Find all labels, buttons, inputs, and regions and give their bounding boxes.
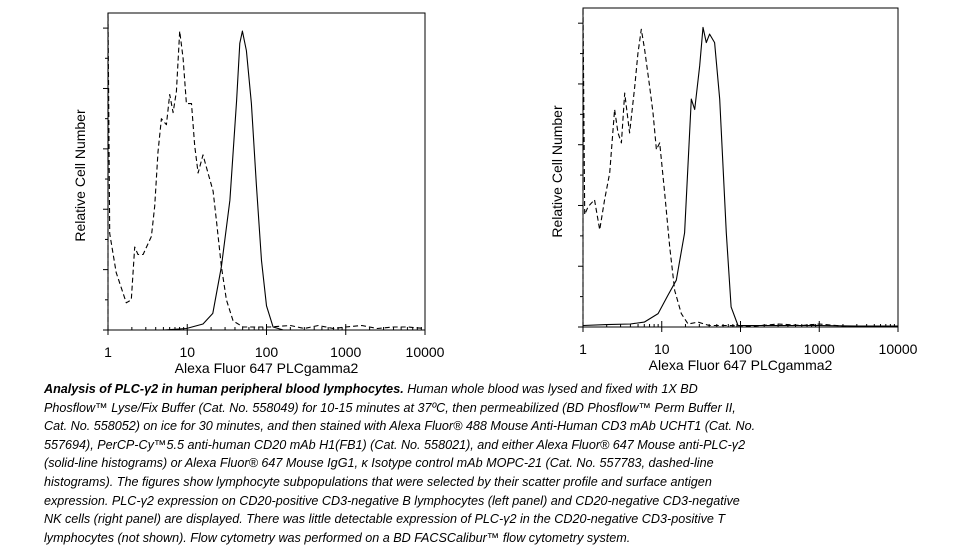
caption-line: 557694), PerCP-Cy™5.5 anti-human CD20 mA… xyxy=(44,437,746,452)
x-axis-label: Alexa Fluor 647 PLCgamma2 xyxy=(649,357,833,373)
y-axis-label: Relative Cell Number xyxy=(72,109,88,242)
isotype-control-histogram xyxy=(582,7,898,327)
figure-caption: Analysis of PLC-γ2 in human peripheral b… xyxy=(44,380,944,547)
caption-text: Human whole blood was lysed and fixed wi… xyxy=(403,382,698,396)
x-tick-label: 1 xyxy=(104,344,112,360)
x-tick-label: 10 xyxy=(654,341,670,357)
x-axis-label: Alexa Fluor 647 PLCgamma2 xyxy=(175,360,359,376)
histogram-panel-right: 1 10 100 1000 10000 Alexa Fluor 647 PLCgamma2… xyxy=(549,7,918,373)
caption-line: Cat. No. 558052) on ice for 30 minutes, … xyxy=(44,419,756,434)
x-tick-label: 1000 xyxy=(804,341,835,357)
x-tick-label: 1 xyxy=(579,341,587,357)
plc-gamma2-histogram xyxy=(108,30,425,331)
plot-frame xyxy=(582,7,899,328)
caption-line: lymphocytes (not shown). Flow cytometry … xyxy=(44,530,631,545)
x-tick-label: 10000 xyxy=(879,341,918,357)
plot-frame xyxy=(107,12,426,331)
isotype-control-histogram xyxy=(107,12,426,330)
x-tick-label: 100 xyxy=(729,341,753,357)
caption-title: Analysis of PLC-γ2 in human peripheral b… xyxy=(44,382,404,396)
caption-line-1: Analysis of PLC-γ2 in human peripheral b… xyxy=(44,380,944,399)
caption-line: (solid-line histograms) or Alexa Fluor® … xyxy=(44,456,714,471)
histogram-panel-left: 1 10 100 1000 10000 Alexa Fluor 647 PLCgamma2… xyxy=(72,12,445,376)
plc-gamma2-histogram xyxy=(582,26,898,327)
caption-line: NK cells (right panel) are displayed. Th… xyxy=(44,512,726,527)
x-tick-label: 1000 xyxy=(330,344,361,360)
x-tick-label: 100 xyxy=(255,344,279,360)
y-axis-label: Relative Cell Number xyxy=(549,105,565,238)
caption-line: expression. PLC-γ2 expression on CD20-po… xyxy=(44,493,740,508)
x-tick-label: 10000 xyxy=(406,344,445,360)
caption-line: histograms). The figures show lymphocyte… xyxy=(44,474,712,489)
histogram-figure: 1 10 100 1000 10000 Alexa Fluor 647 PLCgamma2… xyxy=(72,7,918,376)
x-tick-label: 10 xyxy=(179,344,195,360)
caption-line: Phosflow™ Lyse/Fix Buffer (Cat. No. 5580… xyxy=(44,400,736,415)
